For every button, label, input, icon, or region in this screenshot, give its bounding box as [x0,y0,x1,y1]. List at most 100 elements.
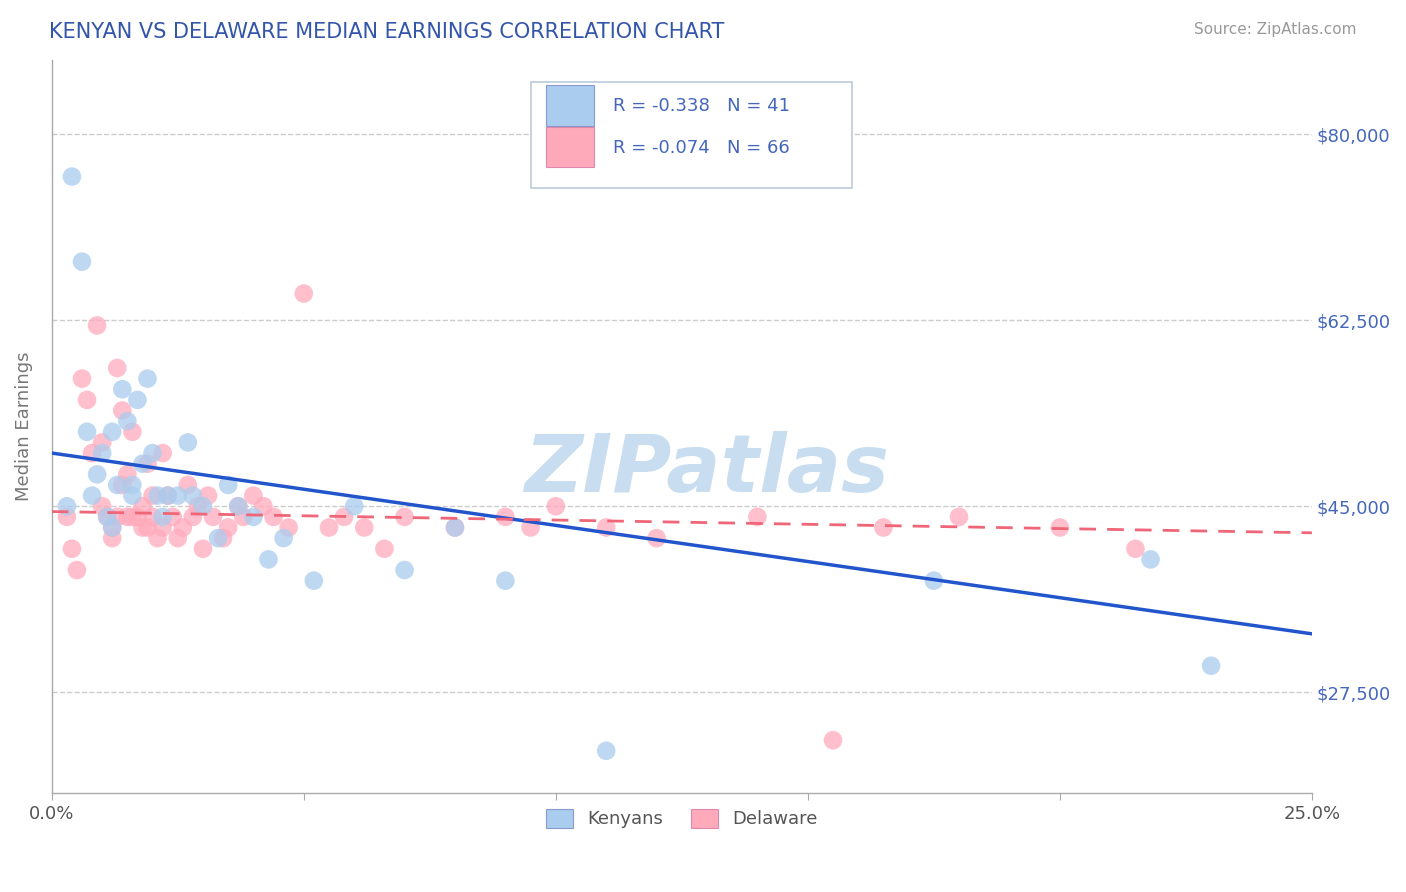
Point [242,489,264,503]
Point [948,509,970,524]
FancyBboxPatch shape [530,81,852,188]
Point [181,509,204,524]
Point [162,509,184,524]
Point [142,509,165,524]
Point [60,541,83,556]
Point [172,520,194,534]
Point [1049,520,1071,534]
Point [191,500,214,514]
Point [544,500,567,514]
Y-axis label: Median Earnings: Median Earnings [15,351,32,501]
Point [257,552,280,566]
Point [111,478,134,492]
Point [217,478,239,492]
Point [127,509,149,524]
Point [96,509,118,524]
Point [131,457,153,471]
Point [91,446,114,460]
Point [86,318,108,333]
Point [142,489,165,503]
Point [217,520,239,534]
FancyBboxPatch shape [546,86,593,126]
Point [242,509,264,524]
Point [66,563,89,577]
Point [121,478,143,492]
Point [117,414,139,428]
Point [131,500,153,514]
Point [394,563,416,577]
Point [333,509,356,524]
Point [105,509,128,524]
Point [117,467,139,482]
Text: KENYAN VS DELAWARE MEDIAN EARNINGS CORRELATION CHART: KENYAN VS DELAWARE MEDIAN EARNINGS CORRE… [49,22,724,42]
Point [136,371,159,385]
Point [226,500,249,514]
Point [121,489,143,503]
Point [127,392,149,407]
Point [595,520,617,534]
Point [187,500,209,514]
Point [747,509,769,524]
Point [105,478,128,492]
Point [76,425,98,439]
Point [101,520,124,534]
Point [444,520,467,534]
Point [96,509,118,524]
Point [91,500,114,514]
Text: R = -0.338   N = 41: R = -0.338 N = 41 [613,97,790,115]
Point [101,425,124,439]
Point [922,574,945,588]
Point [232,509,254,524]
Legend: Kenyans, Delaware: Kenyans, Delaware [538,802,825,836]
Point [156,489,179,503]
Point [394,509,416,524]
Point [318,520,340,534]
Point [166,489,188,503]
Point [146,489,169,503]
Point [263,509,285,524]
Point [56,500,79,514]
Text: R = -0.074   N = 66: R = -0.074 N = 66 [613,138,789,157]
Point [277,520,299,534]
Point [70,254,93,268]
Point [105,361,128,376]
Point [177,435,200,450]
Point [121,425,143,439]
Point [226,500,249,514]
Point [353,520,375,534]
Point [1199,658,1222,673]
Point [152,509,174,524]
Point [80,446,103,460]
Point [166,531,188,545]
Point [519,520,541,534]
Point [181,489,204,503]
Point [1125,541,1147,556]
Point [152,520,174,534]
Point [197,489,219,503]
Point [343,500,366,514]
Point [202,509,225,524]
Point [821,733,844,747]
Point [136,520,159,534]
Point [117,509,139,524]
Point [86,467,108,482]
Point [1139,552,1161,566]
Point [76,392,98,407]
Text: Source: ZipAtlas.com: Source: ZipAtlas.com [1194,22,1357,37]
Point [444,520,467,534]
Point [595,744,617,758]
Point [136,457,159,471]
Point [101,531,124,545]
Point [146,531,169,545]
Text: ZIPatlas: ZIPatlas [524,432,890,509]
Point [191,541,214,556]
Point [177,478,200,492]
Point [142,446,165,460]
Point [645,531,668,545]
Point [80,489,103,503]
Point [111,403,134,417]
Point [152,446,174,460]
Point [273,531,295,545]
Point [60,169,83,184]
Point [101,520,124,534]
